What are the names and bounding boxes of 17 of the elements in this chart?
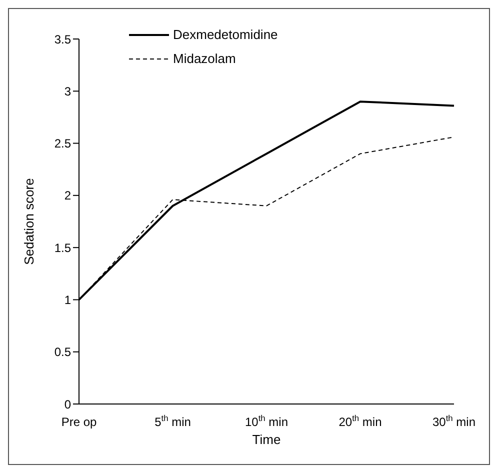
y-tick-label: 2.5 — [54, 136, 72, 151]
x-tick-label: Pre op — [61, 415, 97, 429]
legend-label: Dexmedetomidine — [173, 26, 278, 44]
y-axis-title: Sedation score — [22, 178, 37, 265]
y-tick-label: 0.5 — [54, 345, 72, 360]
x-tick-label: 10$^{th}$ min — [244, 413, 288, 429]
y-tick-label: 1.5 — [54, 240, 72, 255]
x-tick-label: 30$^{th}$ min — [432, 413, 476, 429]
legend-label: Midazolam — [173, 50, 236, 68]
x-tick-label: 20$^{th}$ min — [338, 413, 382, 429]
y-tick-label: 1 — [64, 292, 72, 307]
y-tick-label: 3 — [64, 84, 72, 98]
y-tick-label: 2 — [64, 188, 72, 203]
x-axis-title: Time — [252, 432, 281, 447]
y-tick-label: 3.5 — [54, 32, 72, 46]
x-tick-label: 5$^{th}$ min — [154, 413, 191, 429]
y-tick-label: 0 — [64, 397, 72, 412]
